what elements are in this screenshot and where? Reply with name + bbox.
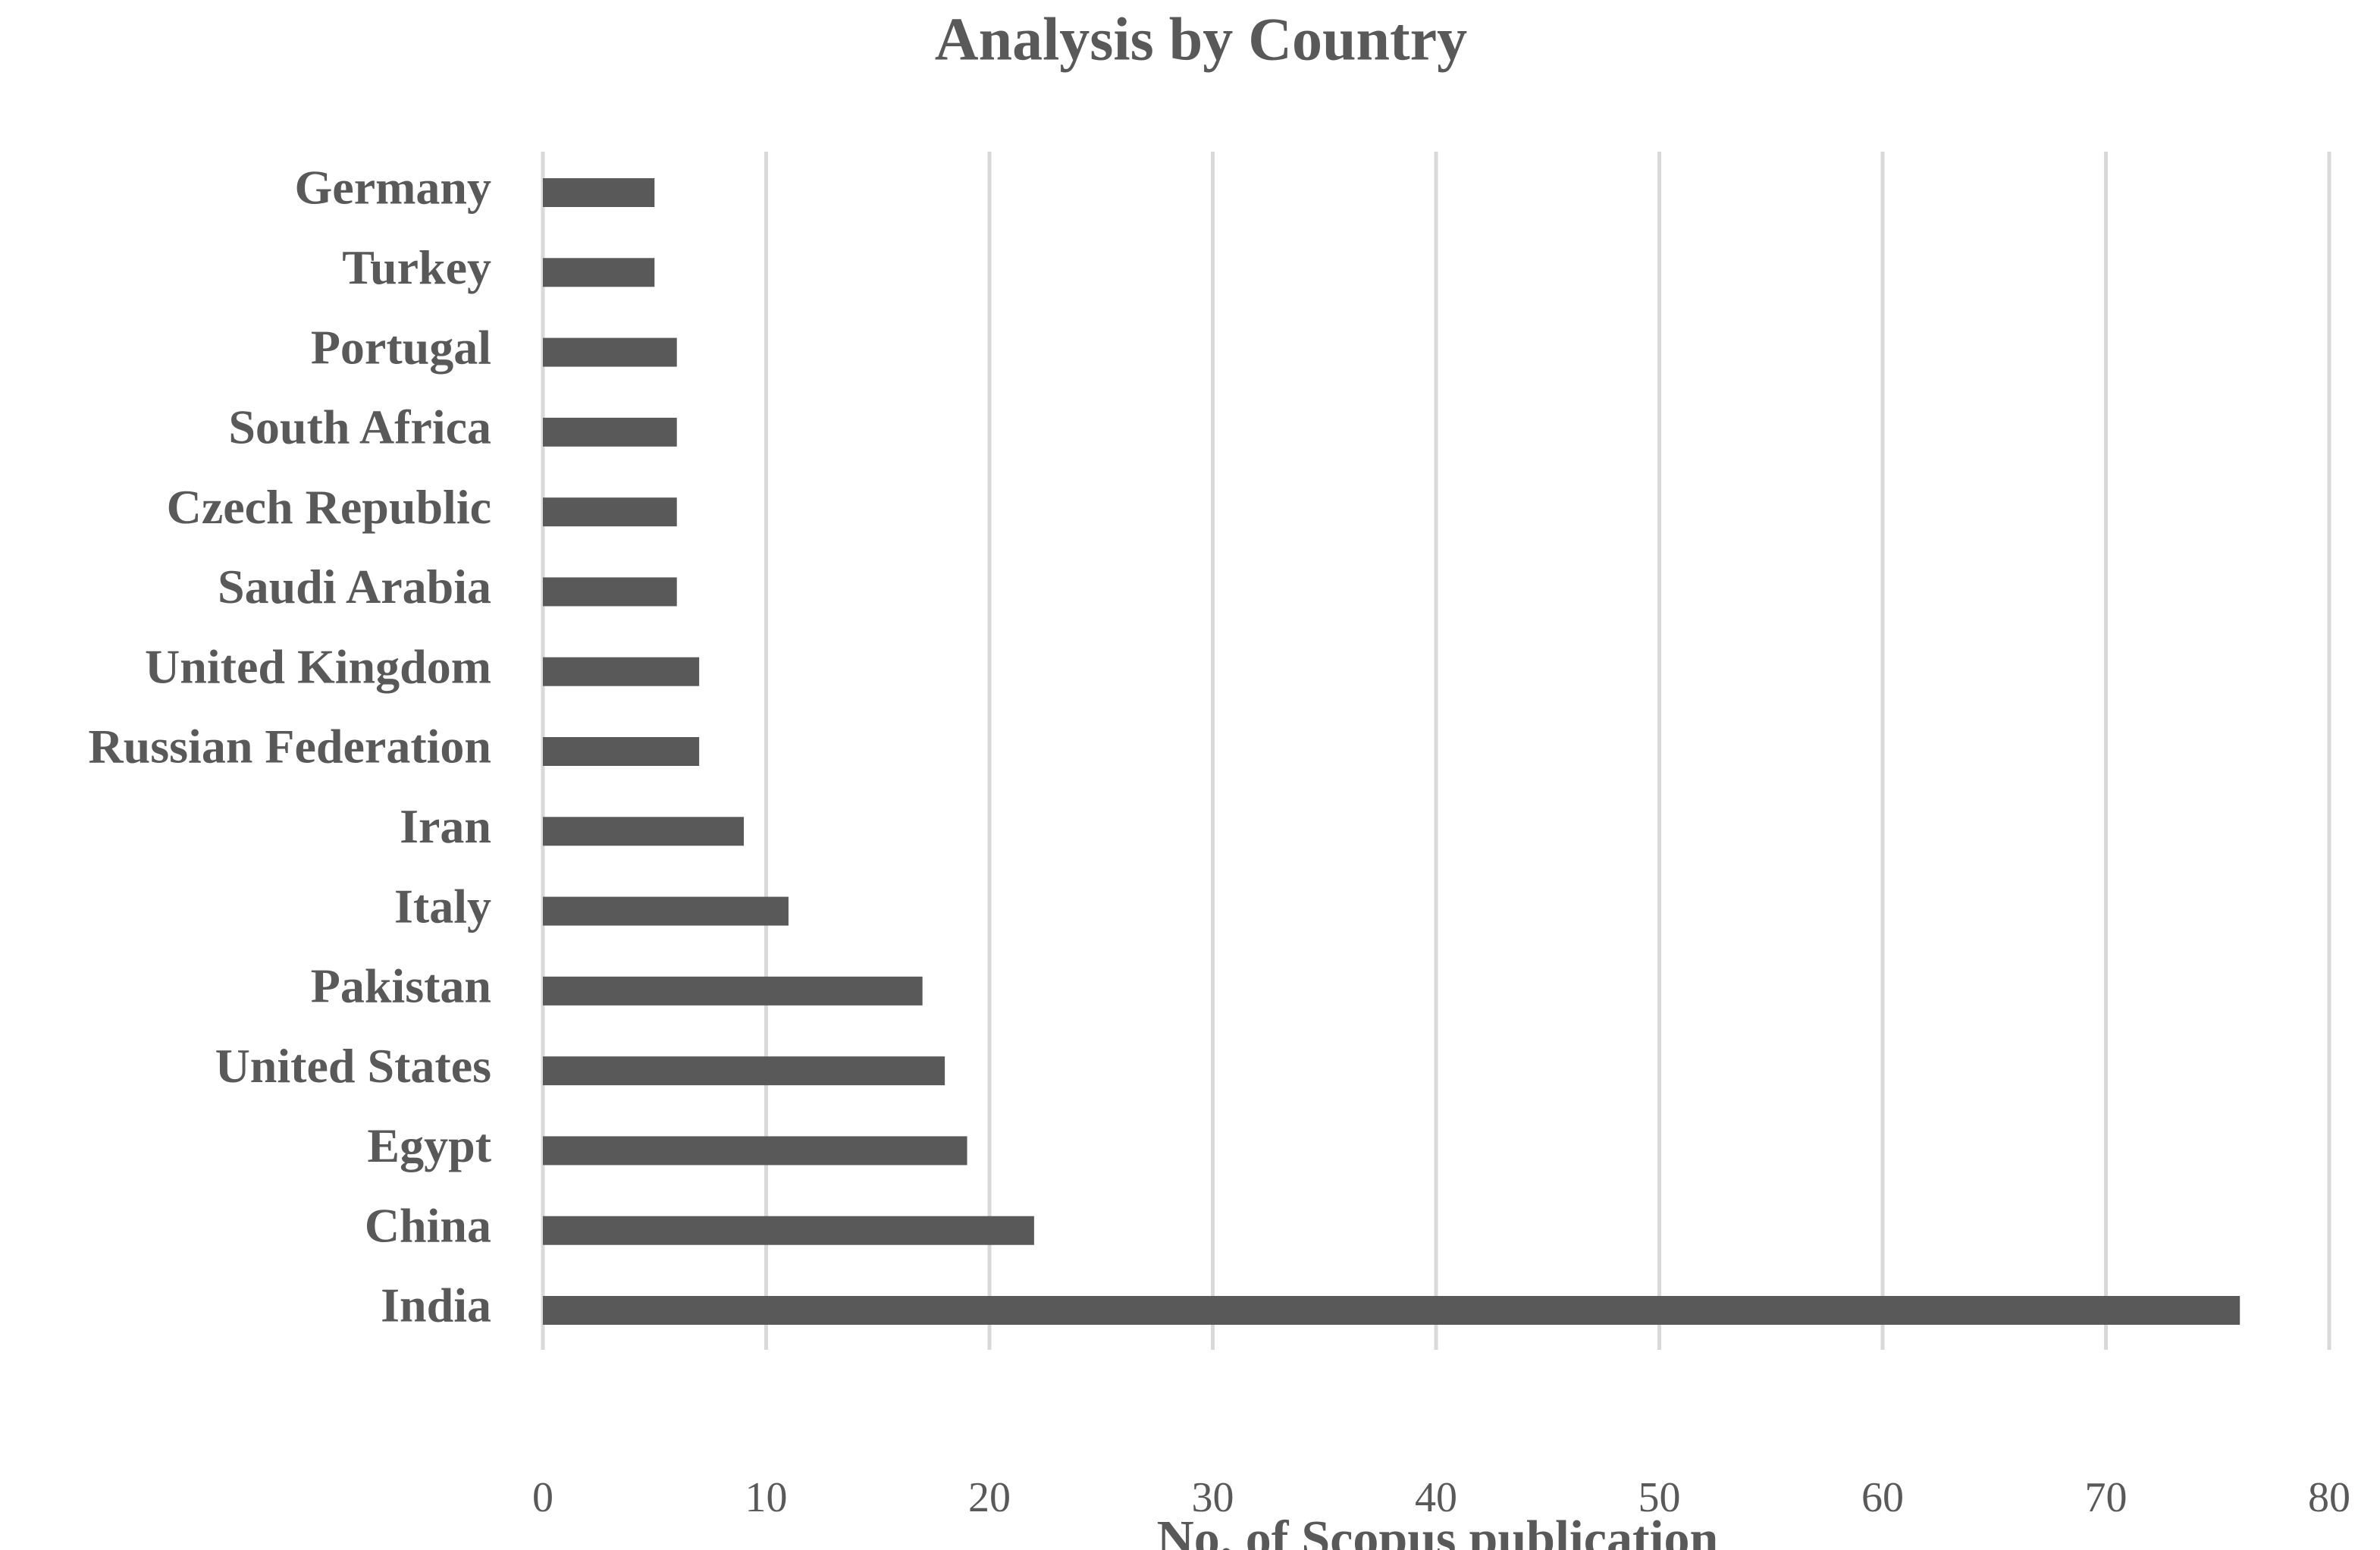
bar	[543, 178, 655, 207]
x-tick-label: 10	[745, 1474, 788, 1521]
bar	[543, 896, 789, 926]
y-tick-label: South Africa	[228, 400, 491, 454]
y-tick-label: Saudi Arabia	[218, 560, 491, 613]
y-tick-label: United Kingdom	[145, 639, 491, 693]
y-tick-label: Russian Federation	[88, 720, 491, 773]
x-tick-label: 60	[1861, 1474, 1904, 1521]
bar	[543, 737, 700, 766]
x-tick-label: 50	[1638, 1474, 1681, 1521]
x-tick-label: 30	[1192, 1474, 1234, 1521]
y-tick-label: Italy	[394, 879, 491, 933]
bar	[543, 577, 677, 607]
y-tick-label: China	[365, 1198, 491, 1252]
y-tick-label: India	[381, 1279, 491, 1332]
bar	[543, 417, 677, 447]
bar	[543, 976, 923, 1006]
bar	[543, 258, 655, 287]
bar	[543, 1136, 967, 1166]
x-tick-label: 40	[1415, 1474, 1457, 1521]
x-tick-label: 80	[2308, 1474, 2350, 1521]
bar	[543, 497, 677, 527]
y-tick-label: Pakistan	[311, 959, 491, 1013]
bar	[543, 657, 700, 686]
y-tick-label: Germany	[295, 161, 492, 215]
y-tick-label: Portugal	[311, 320, 491, 374]
chart-title: Analysis by Country	[935, 6, 1467, 73]
bar	[543, 1296, 2240, 1325]
y-tick-label: United States	[215, 1039, 491, 1093]
x-tick-label: 20	[968, 1474, 1011, 1521]
x-tick-label: 0	[532, 1474, 553, 1521]
bar	[543, 1056, 945, 1086]
bar	[543, 817, 745, 846]
bar	[543, 1216, 1034, 1245]
x-tick-label: 70	[2085, 1474, 2128, 1521]
y-tick-label: Turkey	[342, 240, 491, 294]
bar	[543, 337, 677, 367]
y-tick-label: Egypt	[367, 1119, 491, 1172]
y-tick-label: Czech Republic	[167, 480, 491, 534]
x-axis-title: No. of Scopus publication	[1157, 1510, 1719, 1550]
y-tick-label: Iran	[400, 799, 491, 853]
